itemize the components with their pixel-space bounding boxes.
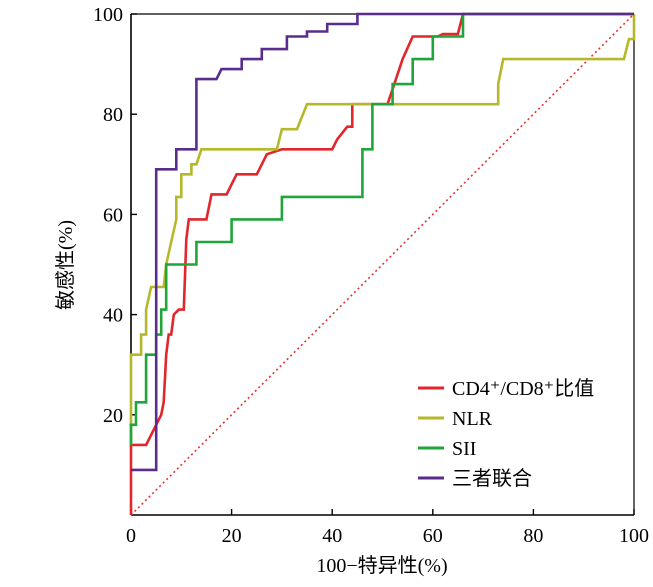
legend-label: 三者联合 [452,467,532,490]
legend: CD4⁺/CD8⁺比值 NLR SII 三者联合 [418,377,594,490]
axis-ticks: 0 20 40 60 80 100 20 40 60 80 100 [93,4,649,547]
x-tick-label: 80 [523,525,543,547]
series-line-sii [129,12,634,445]
y-tick-label: 40 [103,305,123,327]
x-tick-label: 0 [126,525,136,547]
reference-diagonal [130,13,635,516]
x-tick-label: 60 [423,525,443,547]
y-tick-label: 100 [93,4,123,26]
y-axis-title: 敏感性(%) [54,220,77,310]
series-lines [129,12,636,515]
y-tick-label: 20 [103,405,123,427]
x-tick-label: 20 [222,525,242,547]
series-line-nlr [129,14,636,445]
x-tick-label: 40 [322,525,342,547]
series-line-cd4-cd8-ratio [129,12,634,515]
legend-label: NLR [452,408,493,430]
y-tick-label: 60 [103,204,123,226]
reference-line [130,13,635,516]
legend-label: SII [452,438,476,460]
series-line-combined [131,12,634,472]
x-axis-title: 100−特异性(%) [316,554,447,577]
x-tick-label: 100 [619,525,649,547]
y-tick-label: 80 [103,104,123,126]
legend-label: CD4⁺/CD8⁺比值 [452,377,594,400]
